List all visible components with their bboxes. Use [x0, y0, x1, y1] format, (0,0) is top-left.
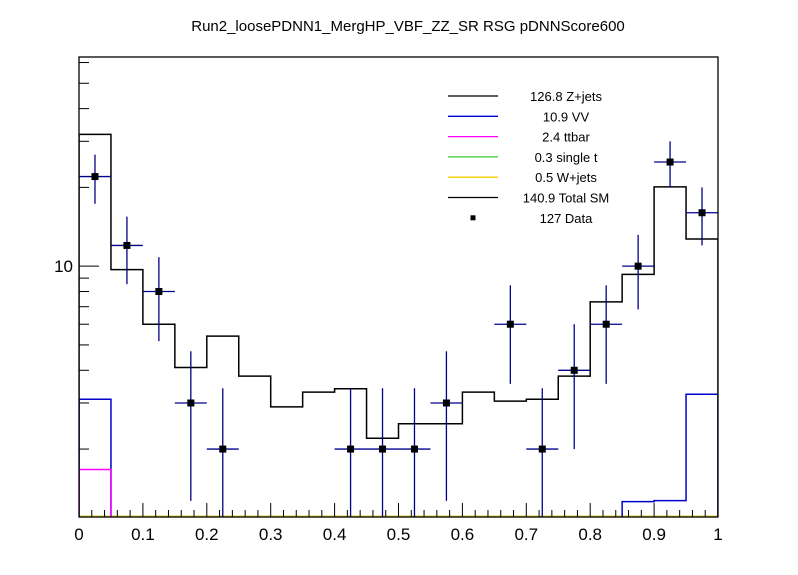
legend-entry: 127 Data [470, 211, 594, 226]
x-tick-label: 0.4 [323, 525, 347, 544]
x-tick-label: 0.9 [642, 525, 666, 544]
data-point [654, 141, 687, 188]
data-marker [634, 262, 642, 270]
data-point [366, 388, 399, 517]
data-point [526, 388, 559, 517]
x-tick-label: 0.1 [131, 525, 155, 544]
data-point [558, 324, 591, 450]
data-marker [123, 241, 131, 249]
data-marker [187, 399, 195, 407]
data-marker [91, 173, 99, 181]
data-point [590, 285, 623, 384]
data-marker [410, 445, 418, 453]
plot-content [79, 133, 718, 517]
legend-label: 0.3 single t [535, 150, 598, 165]
data-marker [442, 399, 450, 407]
vv-step [79, 393, 718, 517]
legend-label: 126.8 Z+jets [530, 89, 602, 104]
legend-label: 2.4 ttbar [542, 130, 590, 145]
data-marker [347, 445, 355, 453]
data-marker [602, 320, 610, 328]
data-point [174, 351, 207, 501]
data-point [206, 388, 239, 517]
legend-label: 127 Data [540, 211, 594, 226]
data-point [334, 388, 367, 517]
legend-label: 10.9 VV [543, 109, 590, 124]
x-tick-label: 0.7 [514, 525, 538, 544]
data-marker [538, 445, 546, 453]
x-tick-label: 0.2 [195, 525, 219, 544]
data-point [622, 234, 655, 310]
plot-area [79, 133, 718, 517]
legend: 126.8 Z+jets 10.9 VV 2.4 ttbar 0.3 single t… [448, 89, 609, 226]
axes: 0 0.1 0.2 0.3 0.4 0.5 0.6 0.7 0.8 0.9 1 10 [54, 56, 723, 544]
legend-entry: 0.3 single t [448, 150, 598, 165]
x-tick-label: 1 [713, 525, 722, 544]
legend-entry: 140.9 Total SM [448, 191, 609, 206]
y-tick-label: 10 [54, 257, 73, 276]
data-point [430, 351, 463, 501]
data-marker [506, 320, 514, 328]
x-tick-label: 0.3 [259, 525, 283, 544]
legend-label: 0.5 W+jets [535, 170, 597, 185]
data-point [142, 257, 175, 342]
legend-label: 140.9 Total SM [523, 191, 609, 206]
data-marker [698, 209, 706, 217]
data-marker [666, 158, 674, 166]
data-point [79, 154, 111, 204]
x-tick-label: 0 [74, 525, 83, 544]
total-sm-step [79, 133, 718, 517]
x-tick-label: 0.5 [387, 525, 411, 544]
legend-entry: 0.5 W+jets [448, 170, 597, 185]
chart-title: Run2_loosePDNN1_MergHP_VBF_ZZ_SR RSG pDN… [191, 18, 625, 35]
x-tick-label: 0.6 [451, 525, 475, 544]
data-point [398, 388, 431, 517]
x-tick-label: 0.8 [578, 525, 602, 544]
data-marker [570, 366, 578, 374]
data-point [110, 216, 143, 285]
legend-marker [470, 215, 476, 221]
data-marker [379, 445, 387, 453]
data-marker [219, 445, 227, 453]
legend-entry: 2.4 ttbar [448, 130, 591, 145]
legend-entry: 10.9 VV [448, 109, 589, 124]
data-point [494, 285, 527, 384]
data-marker [155, 288, 163, 296]
data-point [686, 187, 718, 246]
legend-entry: 126.8 Z+jets [448, 89, 602, 104]
